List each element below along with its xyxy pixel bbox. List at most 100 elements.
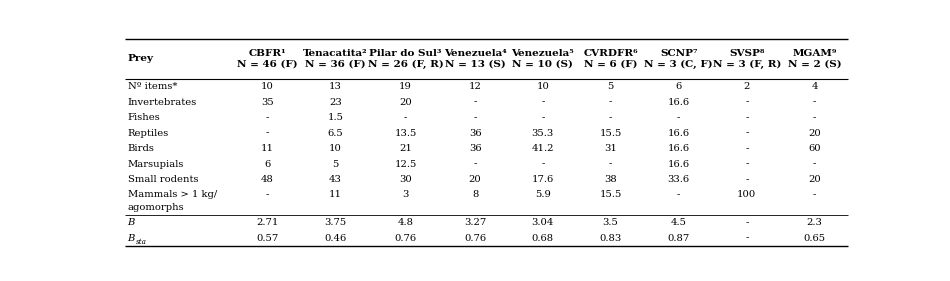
Text: N = 36 (F): N = 36 (F) [305,60,366,69]
Text: 5: 5 [332,160,339,169]
Text: 0.87: 0.87 [668,234,690,243]
Text: Pilar do Sul³: Pilar do Sul³ [370,49,442,58]
Text: N = 3 (C, F): N = 3 (C, F) [644,60,713,69]
Text: 60: 60 [808,144,821,153]
Text: -: - [745,218,749,227]
Text: 6.5: 6.5 [328,129,344,138]
Text: 13: 13 [329,82,342,91]
Text: 35.3: 35.3 [532,129,554,138]
Text: -: - [609,98,612,106]
Text: -: - [745,175,749,184]
Text: 2.71: 2.71 [256,218,278,227]
Text: N = 13 (S): N = 13 (S) [445,60,505,69]
Text: -: - [677,191,680,200]
Text: Fishes: Fishes [127,113,161,122]
Text: 38: 38 [604,175,617,184]
Text: 21: 21 [399,144,412,153]
Text: 15.5: 15.5 [599,129,621,138]
Text: -: - [813,98,816,106]
Text: 3.04: 3.04 [532,218,554,227]
Text: B: B [127,234,135,243]
Text: 0.46: 0.46 [325,234,347,243]
Text: 4.8: 4.8 [397,218,413,227]
Text: 36: 36 [468,144,482,153]
Text: -: - [266,191,269,200]
Text: -: - [266,113,269,122]
Text: -: - [813,160,816,169]
Text: Small rodents: Small rodents [127,175,199,184]
Text: B: B [127,218,135,227]
Text: 0.65: 0.65 [804,234,826,243]
Text: 11: 11 [329,191,342,200]
Text: SVSP⁸: SVSP⁸ [729,49,765,58]
Text: -: - [542,98,544,106]
Text: N = 26 (F, R): N = 26 (F, R) [368,60,444,69]
Text: 1.5: 1.5 [328,113,344,122]
Text: 10: 10 [261,82,274,91]
Text: -: - [745,129,749,138]
Text: 0.57: 0.57 [256,234,278,243]
Text: Marsupials: Marsupials [127,160,184,169]
Text: 10: 10 [537,82,549,91]
Text: N = 46 (F): N = 46 (F) [238,60,297,69]
Text: 48: 48 [261,175,274,184]
Text: Reptiles: Reptiles [127,129,169,138]
Text: Venezuela⁵: Venezuela⁵ [511,49,574,58]
Text: 0.76: 0.76 [394,234,417,243]
Text: -: - [542,160,544,169]
Text: 20: 20 [808,175,821,184]
Text: 5: 5 [607,82,614,91]
Text: 16.6: 16.6 [668,98,690,106]
Text: -: - [813,113,816,122]
Text: 100: 100 [737,191,756,200]
Text: -: - [677,113,680,122]
Text: 3.5: 3.5 [602,218,618,227]
Text: 35: 35 [261,98,274,106]
Text: 11: 11 [261,144,274,153]
Text: 2: 2 [744,82,750,91]
Text: SCNP⁷: SCNP⁷ [660,49,697,58]
Text: CVRDFR⁶: CVRDFR⁶ [583,49,637,58]
Text: -: - [404,113,408,122]
Text: 3.27: 3.27 [464,218,486,227]
Text: 0.83: 0.83 [599,234,621,243]
Text: 2.3: 2.3 [807,218,823,227]
Text: 36: 36 [468,129,482,138]
Text: 30: 30 [399,175,412,184]
Text: -: - [609,160,612,169]
Text: 41.2: 41.2 [532,144,554,153]
Text: N = 10 (S): N = 10 (S) [512,60,573,69]
Text: 12: 12 [468,82,482,91]
Text: -: - [745,160,749,169]
Text: CBFR¹: CBFR¹ [249,49,286,58]
Text: 20: 20 [808,129,821,138]
Text: -: - [745,234,749,243]
Text: Birds: Birds [127,144,155,153]
Text: 4.5: 4.5 [671,218,687,227]
Text: 20: 20 [399,98,412,106]
Text: 8: 8 [472,191,478,200]
Text: Venezuela⁴: Venezuela⁴ [444,49,506,58]
Text: Nº items*: Nº items* [127,82,177,91]
Text: 17.6: 17.6 [532,175,554,184]
Text: 3: 3 [403,191,408,200]
Text: 5.9: 5.9 [535,191,551,200]
Text: 10: 10 [329,144,342,153]
Text: Mammals > 1 kg/: Mammals > 1 kg/ [127,191,217,200]
Text: -: - [745,144,749,153]
Text: 16.6: 16.6 [668,144,690,153]
Text: -: - [813,191,816,200]
Text: -: - [745,113,749,122]
Text: 33.6: 33.6 [668,175,690,184]
Text: 12.5: 12.5 [394,160,417,169]
Text: 6: 6 [264,160,271,169]
Text: 16.6: 16.6 [668,160,690,169]
Text: 3.75: 3.75 [325,218,347,227]
Text: Invertebrates: Invertebrates [127,98,197,106]
Text: 4: 4 [811,82,818,91]
Text: -: - [473,113,477,122]
Text: MGAM⁹: MGAM⁹ [792,49,837,58]
Text: 15.5: 15.5 [599,191,621,200]
Text: agomorphs: agomorphs [127,203,184,212]
Text: 0.68: 0.68 [532,234,554,243]
